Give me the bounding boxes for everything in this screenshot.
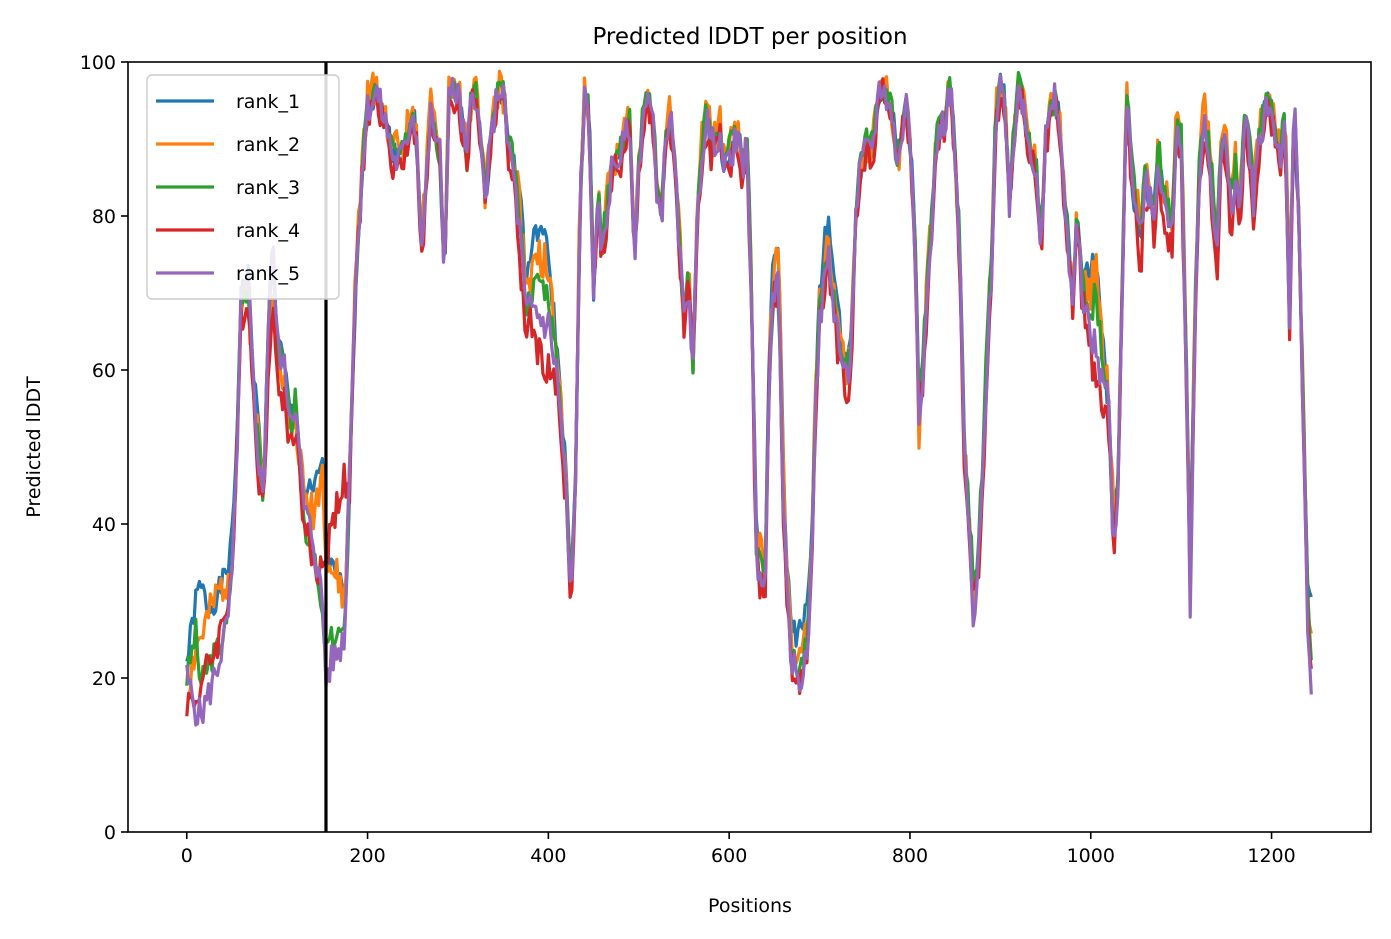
legend-label-rank_5: rank_5 [236, 263, 300, 285]
legend: rank_1 rank_2 rank_3 rank_4 rank_5 [146, 74, 340, 300]
x-tick-label: 1200 [1247, 845, 1295, 867]
legend-label-rank_4: rank_4 [236, 220, 300, 242]
plot-area [185, 62, 1313, 832]
plot-frame [127, 61, 1372, 833]
y-tick-label: 100 [80, 52, 116, 74]
series-line-rank_5 [185, 73, 1313, 727]
y-tick-label: 20 [92, 668, 116, 690]
x-tick-label: 0 [181, 845, 193, 867]
x-tick-label: 400 [530, 845, 566, 867]
x-axis-label: Positions [708, 895, 792, 917]
legend-label-rank_1: rank_1 [236, 91, 300, 113]
y-tick-label: 40 [92, 514, 116, 536]
y-tick-label: 60 [92, 360, 116, 382]
x-tick-label: 800 [892, 845, 928, 867]
y-tick-label: 0 [104, 822, 116, 844]
x-axis: 0 200 400 600 800 1000 1200 [181, 832, 1296, 867]
y-axis: 0 20 40 60 80 100 [80, 52, 128, 844]
chart-title: Predicted lDDT per position [592, 24, 907, 50]
series-layer [185, 69, 1313, 727]
x-tick-label: 1000 [1067, 845, 1115, 867]
legend-label-rank_2: rank_2 [236, 134, 300, 156]
y-axis-label: Predicted lDDT [23, 376, 45, 518]
x-tick-label: 200 [349, 845, 385, 867]
legend-label-rank_3: rank_3 [236, 177, 300, 199]
x-tick-label: 600 [711, 845, 747, 867]
y-tick-label: 80 [92, 206, 116, 228]
legend-box [146, 74, 340, 300]
